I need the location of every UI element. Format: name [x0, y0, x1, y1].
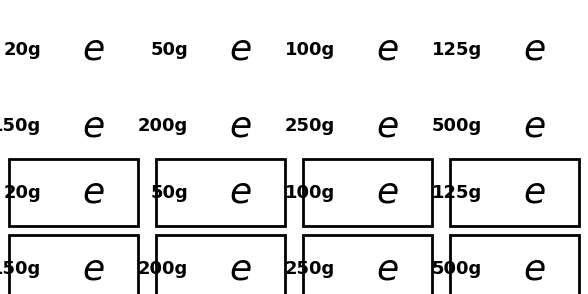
- Text: 200g: 200g: [138, 117, 188, 136]
- Text: 150g: 150g: [0, 260, 41, 278]
- Text: 50g: 50g: [151, 41, 188, 59]
- Text: 100g: 100g: [285, 183, 335, 202]
- Text: e: e: [229, 33, 252, 67]
- Text: e: e: [229, 176, 252, 210]
- Text: e: e: [229, 109, 252, 143]
- Text: 20g: 20g: [4, 41, 41, 59]
- Bar: [303, 235, 432, 294]
- Bar: [156, 235, 285, 294]
- Text: 500g: 500g: [432, 260, 482, 278]
- Text: e: e: [82, 109, 105, 143]
- Text: e: e: [376, 252, 399, 286]
- Text: e: e: [82, 33, 105, 67]
- Text: 125g: 125g: [432, 183, 482, 202]
- Bar: [303, 159, 432, 226]
- Text: e: e: [376, 109, 399, 143]
- Bar: [156, 159, 285, 226]
- Bar: [450, 159, 579, 226]
- Text: 50g: 50g: [151, 183, 188, 202]
- Text: e: e: [229, 252, 252, 286]
- Text: e: e: [523, 176, 546, 210]
- Text: 20g: 20g: [4, 183, 41, 202]
- Text: e: e: [523, 252, 546, 286]
- Text: 250g: 250g: [285, 260, 335, 278]
- Text: e: e: [376, 33, 399, 67]
- Bar: [9, 235, 138, 294]
- Text: 100g: 100g: [285, 41, 335, 59]
- Text: e: e: [376, 176, 399, 210]
- Text: e: e: [82, 252, 105, 286]
- Text: 150g: 150g: [0, 117, 41, 136]
- Text: e: e: [82, 176, 105, 210]
- Bar: [9, 159, 138, 226]
- Text: e: e: [523, 109, 546, 143]
- Text: 250g: 250g: [285, 117, 335, 136]
- Text: 500g: 500g: [432, 117, 482, 136]
- Text: 125g: 125g: [432, 41, 482, 59]
- Text: e: e: [523, 33, 546, 67]
- Bar: [450, 235, 579, 294]
- Text: 200g: 200g: [138, 260, 188, 278]
